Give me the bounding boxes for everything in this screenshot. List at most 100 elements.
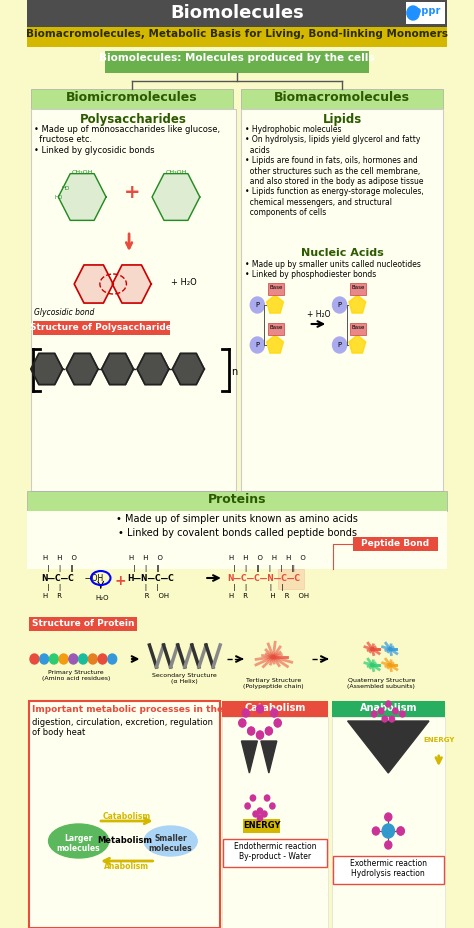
Circle shape [270, 803, 275, 809]
Circle shape [247, 728, 255, 735]
Circle shape [69, 654, 78, 664]
Circle shape [400, 711, 405, 717]
FancyBboxPatch shape [31, 110, 236, 492]
Polygon shape [261, 741, 277, 773]
Text: P: P [255, 302, 259, 308]
Circle shape [108, 654, 117, 664]
FancyBboxPatch shape [27, 702, 447, 928]
Polygon shape [347, 721, 429, 773]
Text: Lipids: Lipids [323, 113, 362, 126]
Text: |    |: | | [129, 584, 159, 590]
Text: Glycosidic bond: Glycosidic bond [35, 308, 95, 316]
Circle shape [257, 815, 263, 821]
Ellipse shape [144, 826, 197, 856]
FancyBboxPatch shape [29, 617, 137, 631]
FancyBboxPatch shape [27, 511, 447, 570]
FancyBboxPatch shape [353, 537, 438, 551]
Text: Polysaccharides: Polysaccharides [80, 113, 187, 126]
Polygon shape [66, 354, 98, 385]
Text: Catabolism: Catabolism [245, 702, 306, 712]
Circle shape [245, 803, 250, 809]
Circle shape [397, 827, 404, 835]
Text: HO: HO [55, 195, 63, 200]
Text: Endothermic reaction
By-product - Water: Endothermic reaction By-product - Water [234, 841, 316, 860]
Text: N—C—C: N—C—C [42, 574, 74, 583]
FancyBboxPatch shape [29, 702, 220, 928]
Polygon shape [112, 265, 151, 303]
FancyBboxPatch shape [223, 839, 327, 867]
Circle shape [250, 338, 264, 354]
Circle shape [379, 708, 384, 715]
Text: R    OH: R OH [129, 592, 169, 599]
Polygon shape [349, 336, 366, 354]
Text: Larger
molecules: Larger molecules [57, 833, 100, 853]
Circle shape [274, 719, 281, 728]
Text: Structure of Protein: Structure of Protein [32, 618, 134, 627]
Text: Anabolism: Anabolism [360, 702, 417, 712]
Circle shape [79, 654, 88, 664]
Circle shape [385, 841, 392, 849]
Text: Biomacromolecules, Metabolic Basis for Living, Bond-linking Monomers: Biomacromolecules, Metabolic Basis for L… [26, 29, 448, 39]
Text: + H₂O: + H₂O [307, 310, 330, 318]
FancyBboxPatch shape [243, 819, 280, 833]
FancyBboxPatch shape [27, 28, 447, 48]
Polygon shape [173, 354, 204, 385]
Text: |    |    ‖: | | ‖ [129, 564, 160, 572]
Circle shape [257, 808, 263, 814]
Circle shape [59, 654, 68, 664]
Text: ENERGY: ENERGY [423, 736, 455, 742]
Text: + H₂O: + H₂O [171, 277, 196, 287]
Text: Nucleic Acids: Nucleic Acids [301, 248, 383, 258]
Text: Quaternary Structure
(Assembled subunits): Quaternary Structure (Assembled subunits… [347, 677, 415, 688]
Text: H    H    O: H H O [43, 554, 77, 561]
FancyBboxPatch shape [268, 284, 284, 296]
Text: ENERGY: ENERGY [243, 820, 281, 829]
FancyBboxPatch shape [350, 324, 366, 336]
Polygon shape [267, 336, 283, 354]
Text: Important metabolic processes in the body-: Important metabolic processes in the bod… [32, 704, 255, 714]
Text: Proteins: Proteins [208, 493, 266, 506]
Text: Catabolism: Catabolism [102, 811, 151, 820]
Text: toppr: toppr [411, 6, 441, 16]
FancyBboxPatch shape [222, 702, 328, 717]
Text: • Made up of simpler units known as amino acids: • Made up of simpler units known as amin… [116, 513, 358, 523]
Text: Biomacromolecules: Biomacromolecules [274, 91, 410, 104]
FancyBboxPatch shape [406, 3, 445, 25]
Circle shape [372, 711, 377, 717]
Polygon shape [137, 354, 169, 385]
Polygon shape [267, 296, 283, 314]
Circle shape [250, 298, 264, 314]
Text: |    |    ‖    |    |    ‖: | | ‖ | | ‖ [229, 564, 295, 572]
Text: |    |    ‖: | | ‖ [43, 564, 74, 572]
Polygon shape [58, 174, 106, 221]
Text: Anabolism: Anabolism [104, 861, 149, 870]
Text: digestion, circulation, excretion, regulation
of body heat: digestion, circulation, excretion, regul… [32, 717, 213, 737]
Circle shape [250, 795, 255, 801]
Text: HO: HO [62, 186, 70, 191]
Text: P: P [255, 342, 259, 348]
Text: H—N—C—C: H—N—C—C [128, 574, 174, 583]
Circle shape [386, 702, 391, 707]
Polygon shape [74, 265, 113, 303]
FancyBboxPatch shape [105, 52, 369, 74]
Circle shape [262, 811, 267, 818]
Text: H₂O: H₂O [96, 594, 109, 600]
Circle shape [407, 7, 419, 21]
FancyBboxPatch shape [332, 702, 445, 717]
Circle shape [256, 705, 264, 714]
Polygon shape [241, 741, 257, 773]
Circle shape [98, 654, 107, 664]
Circle shape [385, 813, 392, 821]
Circle shape [88, 654, 97, 664]
Text: Exothermic reaction
Hydrolysis reaction: Exothermic reaction Hydrolysis reaction [350, 858, 427, 878]
Polygon shape [31, 354, 63, 385]
Text: • Made up by smaller units called nucleotides
• Linked by phosphodiester bonds: • Made up by smaller units called nucleo… [245, 260, 421, 279]
FancyBboxPatch shape [31, 90, 233, 110]
FancyBboxPatch shape [268, 324, 284, 336]
Text: +: + [114, 574, 126, 587]
Polygon shape [101, 354, 134, 385]
FancyBboxPatch shape [33, 322, 170, 336]
FancyBboxPatch shape [27, 492, 447, 511]
Text: H    R          H    R    OH: H R H R OH [229, 592, 309, 599]
Circle shape [265, 728, 273, 735]
